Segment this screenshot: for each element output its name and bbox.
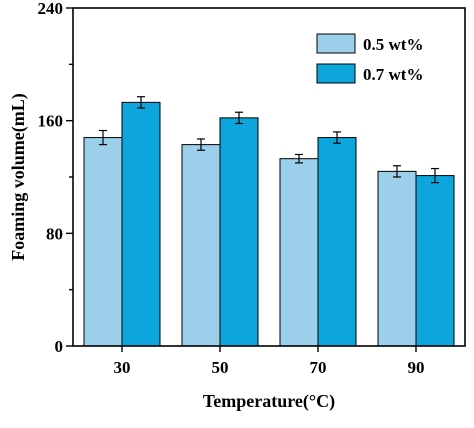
- y-axis-title: Foaming volume(mL): [8, 93, 29, 260]
- x-tick-label-50: 50: [212, 358, 229, 377]
- x-axis: 30 50 70 90: [114, 346, 425, 377]
- x-tick-label-70: 70: [310, 358, 327, 377]
- legend: 0.5 wt% 0.7 wt%: [316, 33, 423, 84]
- bar-1-30: [83, 137, 123, 347]
- error-bar-1-90: [393, 165, 401, 178]
- error-bar-1-70: [295, 153, 303, 164]
- bar-2-50: [219, 117, 259, 347]
- bar-1-90: [377, 170, 417, 347]
- x-axis-title: Temperature(°C): [203, 391, 335, 412]
- bar-1-70: [279, 158, 319, 347]
- error-bar-2-70: [333, 131, 341, 144]
- error-bar-2-90: [431, 167, 439, 184]
- error-bars-layer: [99, 96, 439, 184]
- legend-label-1: 0.5 wt%: [363, 35, 423, 54]
- legend-swatch-1: [316, 33, 356, 54]
- error-bar-2-50: [235, 111, 243, 125]
- bar-2-90: [415, 175, 455, 347]
- y-tick-label: 0: [55, 337, 64, 356]
- x-tick-label-90: 90: [408, 358, 425, 377]
- x-tick-label-30: 30: [114, 358, 131, 377]
- y-tick-label: 80: [46, 224, 63, 243]
- y-tick-label: 240: [38, 0, 64, 18]
- cropped-caption: [0, 414, 474, 428]
- error-bar-2-30: [137, 96, 145, 109]
- bar-2-30: [121, 101, 161, 347]
- legend-label-2: 0.7 wt%: [363, 65, 423, 84]
- legend-swatch-2: [316, 63, 356, 84]
- error-bar-1-50: [197, 138, 205, 151]
- bars-layer: [83, 101, 455, 347]
- bar-2-70: [317, 137, 357, 347]
- bar-1-50: [181, 144, 221, 347]
- y-tick-label: 160: [38, 112, 64, 131]
- y-axis: 0 80 160 240: [38, 0, 73, 356]
- error-bar-1-30: [99, 129, 107, 146]
